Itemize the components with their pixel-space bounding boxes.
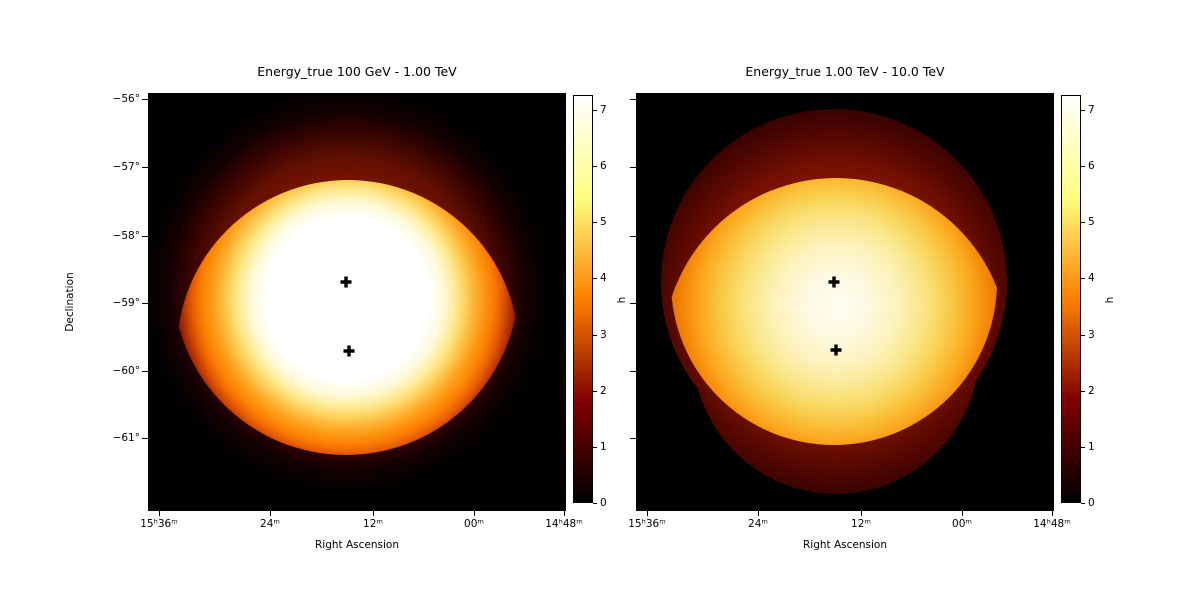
colorbar-tick-label: 7 (600, 103, 607, 116)
panel-2-xaxis-label: Right Ascension (803, 539, 887, 551)
pointing-marker-2 (830, 344, 842, 356)
ra-tick-label: 12ᵐ (851, 518, 871, 530)
ra-tick-label: 12ᵐ (363, 518, 383, 530)
colorbar-tick-label: 6 (600, 159, 607, 172)
colorbar-tick-label: 2 (600, 384, 607, 397)
colorbar-tick-label: 1 (600, 440, 607, 453)
colorbar-tick (593, 222, 597, 224)
colorbar-tick-label: 3 (1088, 328, 1095, 341)
ra-tick (373, 511, 375, 516)
panel-1-xaxis-label: Right Ascension (315, 539, 399, 551)
dec-tick-label: −56° (112, 92, 140, 105)
ra-tick (962, 511, 964, 516)
colorbar-tick-label: 5 (1088, 215, 1095, 228)
dec-tick (142, 438, 148, 440)
colorbar-1-label: h (616, 296, 628, 304)
ra-tick (1052, 511, 1054, 516)
dec-tick-label: −58° (112, 229, 140, 242)
colorbar-tick (1081, 222, 1085, 224)
colorbar-tick (1081, 503, 1085, 505)
colorbar-tick (593, 503, 597, 505)
panel-2-map (636, 93, 1054, 511)
colorbar-tick (593, 166, 597, 168)
ra-tick (474, 511, 476, 516)
colorbar-tick (1081, 447, 1085, 449)
pointing-marker-2 (343, 345, 355, 357)
colorbar-tick (1081, 278, 1085, 280)
dec-tick (142, 167, 148, 169)
colorbar-tick (593, 447, 597, 449)
colorbar-tick-label: 1 (1088, 440, 1095, 453)
dec-tick (142, 236, 148, 238)
colorbar-tick-label: 3 (600, 328, 607, 341)
dec-tick (142, 99, 148, 101)
colorbar-tick-label: 7 (1088, 103, 1095, 116)
ra-tick (159, 511, 161, 516)
dec-tick (630, 303, 636, 305)
ra-tick-label: 00ᵐ (952, 518, 972, 530)
pointing-marker-1 (340, 276, 352, 288)
ra-tick-label: 24ᵐ (748, 518, 768, 530)
colorbar-tick-label: 4 (600, 271, 607, 284)
colorbar-tick (593, 278, 597, 280)
ra-tick-label: 14ʰ48ᵐ (545, 518, 583, 530)
ra-tick (647, 511, 649, 516)
dec-tick (142, 303, 148, 305)
dec-tick-label: −57° (112, 161, 140, 173)
colorbar-tick (593, 391, 597, 393)
panel-1-map (148, 93, 566, 511)
dec-tick-label: −59° (112, 297, 140, 309)
colorbar-tick (1081, 110, 1085, 112)
dec-tick (630, 438, 636, 440)
panel-1-title: Energy_true 100 GeV - 1.00 TeV (257, 64, 457, 79)
colorbar-tick-label: 6 (1088, 159, 1095, 172)
colorbar-tick (1081, 335, 1085, 337)
ra-tick-label: 15ʰ36ᵐ (628, 518, 666, 530)
colorbar-2 (1061, 95, 1081, 503)
ra-tick-label: 00ᵐ (464, 518, 484, 530)
dec-tick (630, 99, 636, 101)
colorbar-tick-label: 0 (600, 496, 607, 509)
colorbar-tick-label: 2 (1088, 384, 1095, 397)
ra-tick (564, 511, 566, 516)
colorbar-tick (593, 335, 597, 337)
pointing-marker-1 (828, 276, 840, 288)
ra-tick-label: 14ʰ48ᵐ (1033, 518, 1071, 530)
panel-1-yaxis-label: Declination (64, 272, 76, 332)
ra-tick-label: 15ʰ36ᵐ (140, 518, 178, 530)
colorbar-tick (1081, 166, 1085, 168)
colorbar-tick (593, 110, 597, 112)
dec-tick (630, 371, 636, 373)
colorbar-tick-label: 5 (600, 215, 607, 228)
colorbar-tick (1081, 391, 1085, 393)
colorbar-1 (573, 95, 593, 503)
colorbar-tick-label: 0 (1088, 496, 1095, 509)
dec-tick (630, 236, 636, 238)
dec-tick-label: −61° (112, 432, 140, 444)
ra-tick (861, 511, 863, 516)
ra-tick (270, 511, 272, 516)
dec-tick (142, 371, 148, 373)
ra-tick (758, 511, 760, 516)
dec-tick-label: −60° (112, 364, 140, 377)
colorbar-tick-label: 4 (1088, 271, 1095, 284)
panel-2-title: Energy_true 1.00 TeV - 10.0 TeV (745, 64, 945, 79)
ra-tick-label: 24ᵐ (260, 518, 280, 530)
colorbar-2-label: h (1104, 296, 1116, 304)
dec-tick (630, 167, 636, 169)
